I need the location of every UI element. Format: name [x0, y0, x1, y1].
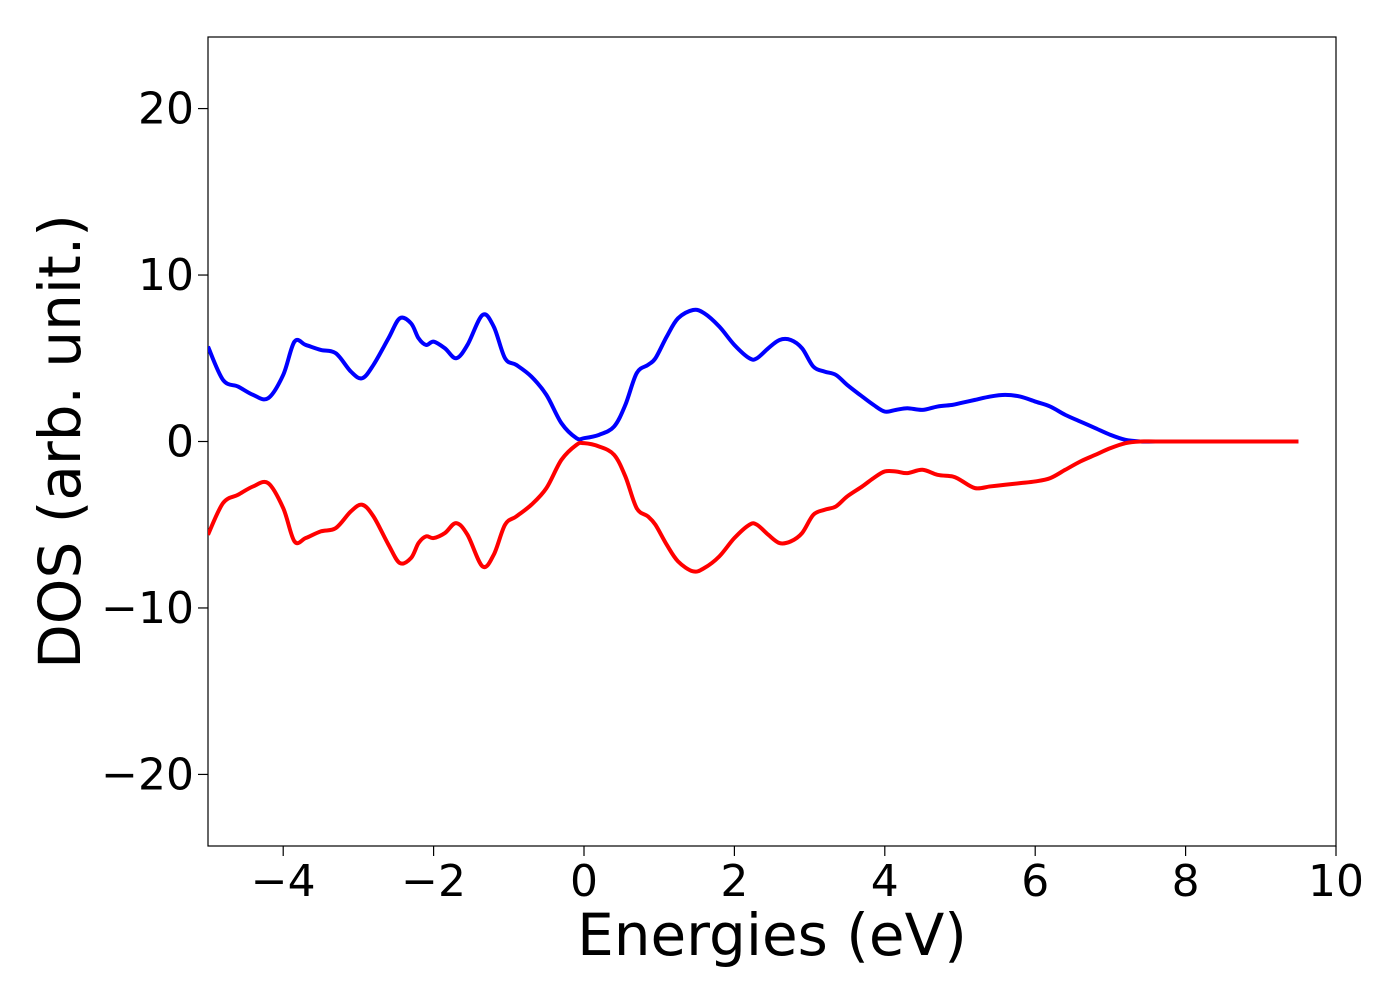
x-tick-label: −4: [251, 856, 316, 907]
series-line-2: [208, 439, 1299, 574]
y-axis-label: DOS (arb. unit.): [26, 214, 94, 669]
y-tick-label: 10: [138, 250, 194, 301]
y-axis-ticks: −20 −10 0 10 20: [101, 84, 208, 800]
x-tick-label: 2: [720, 856, 748, 907]
y-tick-label: −10: [101, 583, 194, 634]
x-tick-label: −2: [401, 856, 466, 907]
x-tick-label: 10: [1308, 856, 1364, 907]
series-layer: [208, 307, 1299, 574]
y-tick-label: 0: [166, 417, 194, 468]
x-tick-label: 4: [871, 856, 899, 907]
y-tick-label: 20: [138, 84, 194, 135]
x-tick-label: 0: [570, 856, 598, 907]
x-axis-label: Energies (eV): [577, 901, 967, 969]
x-tick-label: 6: [1021, 856, 1049, 907]
x-tick-label: 8: [1172, 856, 1200, 907]
x-axis-ticks: −4 −2 0 2 4 6 8 10: [251, 846, 1364, 907]
series-line-1: [208, 307, 1299, 444]
y-tick-label: −20: [101, 749, 194, 800]
